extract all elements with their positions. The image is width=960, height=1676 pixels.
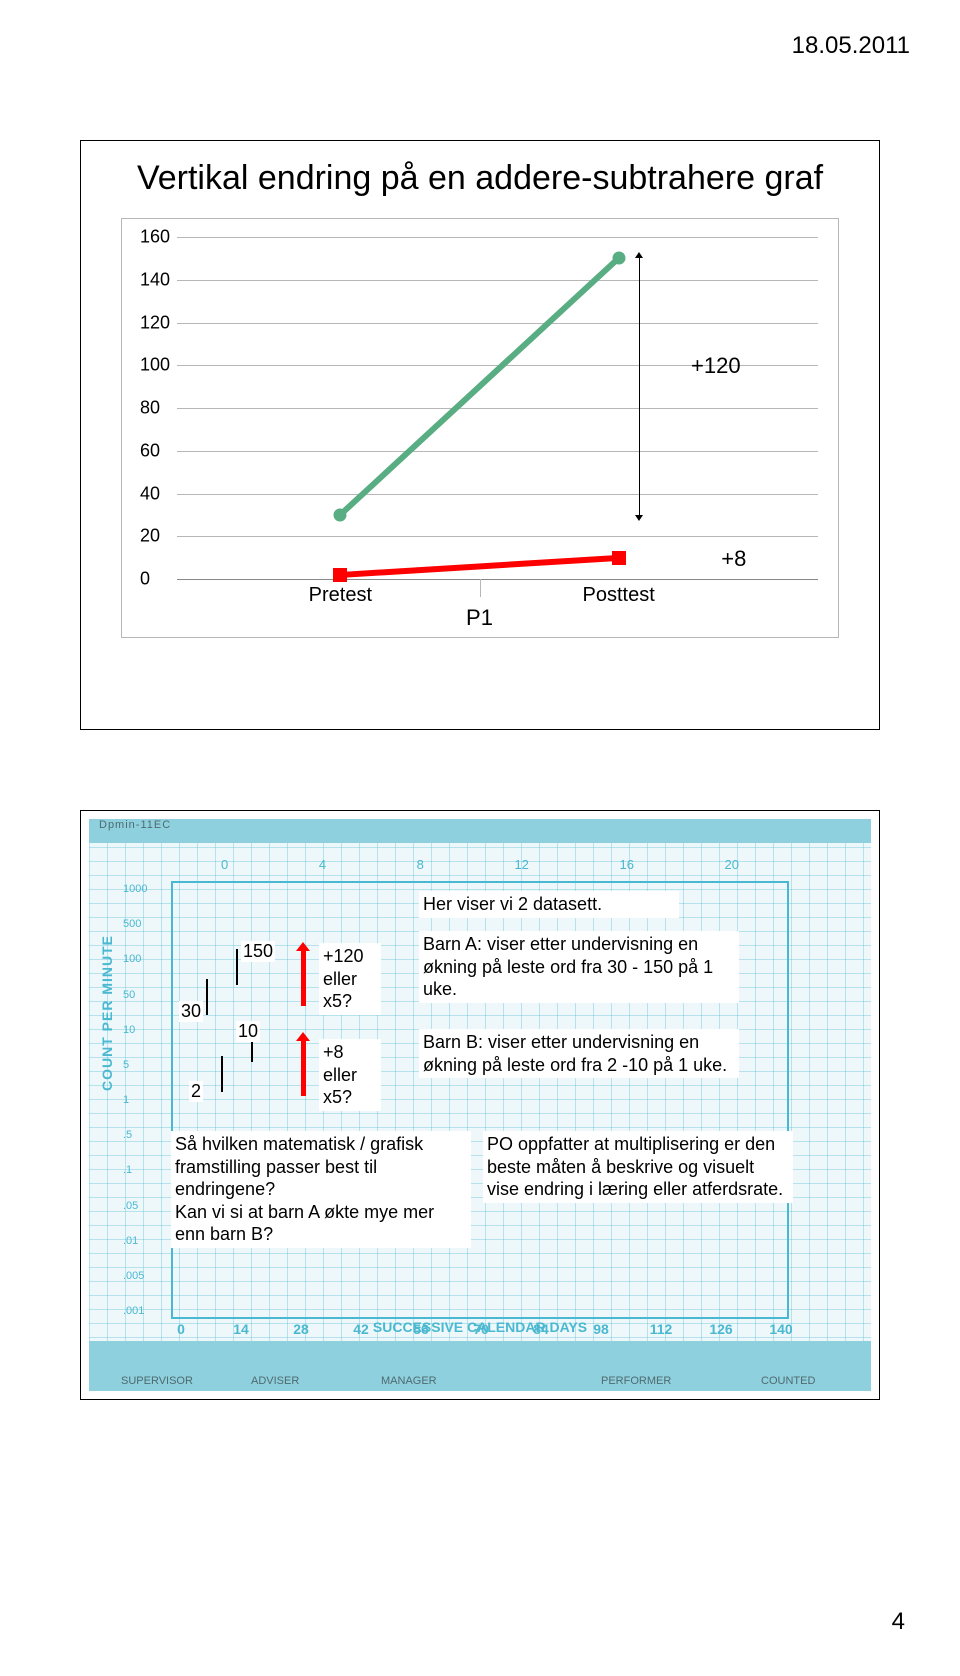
scc-y-label: COUNT PER MINUTE (99, 935, 115, 1091)
scc-y-tick: 1000 (123, 883, 147, 895)
label-2: 2 (189, 1081, 203, 1102)
y-tick-label: 140 (140, 269, 170, 290)
scc-y-tick: 50 (123, 989, 135, 1001)
scc-x-num: 70 (473, 1321, 489, 1337)
scc-x-num: 84 (533, 1321, 549, 1337)
delta-arrow (639, 258, 640, 515)
series-line (338, 256, 620, 517)
scc-y-tick: 10 (123, 1024, 135, 1036)
scc-x-num: 14 (233, 1321, 249, 1337)
slide1-title: Vertikal endring på en addere-subtrahere… (81, 141, 879, 208)
scc-role: ADVISER (251, 1375, 299, 1387)
scc-y-tick: 1 (123, 1094, 129, 1106)
scc-y-tick: 5 (123, 1059, 129, 1071)
scc-y-tick: 100 (123, 953, 141, 965)
y-tick-label: 120 (140, 312, 170, 333)
scc-week-num: 8 (417, 857, 424, 872)
x-category: Pretest (309, 584, 372, 607)
scc-x-num: 98 (593, 1321, 609, 1337)
series-marker (612, 551, 626, 565)
scc-week-num: 0 (221, 857, 228, 872)
scc-weeks-strip: 0 4 8 12 16 20 (221, 857, 739, 872)
scc-role: SUPERVISOR (121, 1375, 193, 1387)
scc-role: COUNTED (761, 1375, 815, 1387)
y-tick-label: 0 (140, 569, 150, 590)
series-line (340, 555, 619, 578)
barnB-diag (221, 1056, 223, 1092)
series-marker (333, 568, 347, 582)
scc-x-num: 140 (769, 1321, 792, 1337)
date-header: 18.05.2011 (792, 32, 910, 60)
box-barn-b: Barn B: viser etter undervisning en økni… (419, 1029, 739, 1078)
scc-x-num: 112 (650, 1321, 673, 1337)
scc-y-axis-right (787, 881, 789, 1319)
scc-top-strip: Dpmin-11EC (89, 819, 871, 843)
line-chart: Pretest Posttest P1 0 20 40 60 80 100 120 140 160… (121, 218, 839, 638)
slide-1: Vertikal endring på en addere-subtrahere… (80, 140, 880, 730)
y-tick-label: 100 (140, 355, 170, 376)
label-10: 10 (236, 1021, 260, 1042)
scc-y-axis (171, 881, 173, 1319)
red-arrow-top (301, 951, 306, 1006)
barnA-diag (206, 979, 208, 1015)
chart-annotation: +120 (691, 353, 741, 379)
scc-y-tick: .5 (123, 1129, 132, 1141)
y-tick-label: 40 (140, 483, 160, 504)
scc-week-num: 20 (725, 857, 739, 872)
chart-annotation: +8 (721, 546, 746, 572)
scc-y-tick: .005 (123, 1270, 144, 1282)
scc-top-axis (171, 881, 789, 883)
scc-week-num: 4 (319, 857, 326, 872)
red-arrow-bottom (301, 1041, 306, 1096)
scc-y-tick: 500 (123, 918, 141, 930)
x-category: Posttest (583, 584, 655, 607)
scc-y-tick: .01 (123, 1235, 138, 1247)
chart-below-label: P1 (466, 605, 493, 631)
scc-role: PERFORMER (601, 1375, 671, 1387)
scc-x-num: 0 (177, 1321, 185, 1337)
y-tick-label: 20 (140, 526, 160, 547)
y-tick-label: 60 (140, 440, 160, 461)
series-marker (612, 252, 625, 265)
scc-x-num: 42 (353, 1321, 369, 1337)
box-po: PO oppfatter at multiplisering er den be… (483, 1131, 793, 1203)
scc-week-num: 12 (514, 857, 528, 872)
slide-2: Dpmin-11EC COUNT PER MINUTE 048121620 SU… (80, 810, 880, 1400)
box-barn-a: Barn A: viser etter undervisning en økni… (419, 931, 739, 1003)
scc-bottom-strip (89, 1341, 871, 1391)
box-question: Så hvilken matematisk / grafisk framstil… (171, 1131, 471, 1248)
label-30: 30 (179, 1001, 203, 1022)
y-tick-label: 80 (140, 398, 160, 419)
scc-week-num: 16 (619, 857, 633, 872)
scc-y-tick: .1 (123, 1164, 132, 1176)
label-150: 150 (241, 941, 275, 962)
scc-y-tick: .001 (123, 1305, 144, 1317)
barnA-diag2 (236, 949, 238, 985)
scc-role: MANAGER (381, 1375, 437, 1387)
arrow-label-top: +120 eller x5? (319, 943, 381, 1015)
scc-y-tick: .05 (123, 1200, 138, 1212)
scc-x-num: 126 (709, 1321, 732, 1337)
box-header: Her viser vi 2 datasett. (419, 891, 679, 918)
series-marker (334, 508, 347, 521)
arrow-label-bottom: +8 eller x5? (319, 1039, 381, 1111)
scc-x-num: 56 (413, 1321, 429, 1337)
page-number: 4 (892, 1608, 905, 1636)
scc-x-num: 28 (293, 1321, 309, 1337)
y-tick-label: 160 (140, 227, 170, 248)
